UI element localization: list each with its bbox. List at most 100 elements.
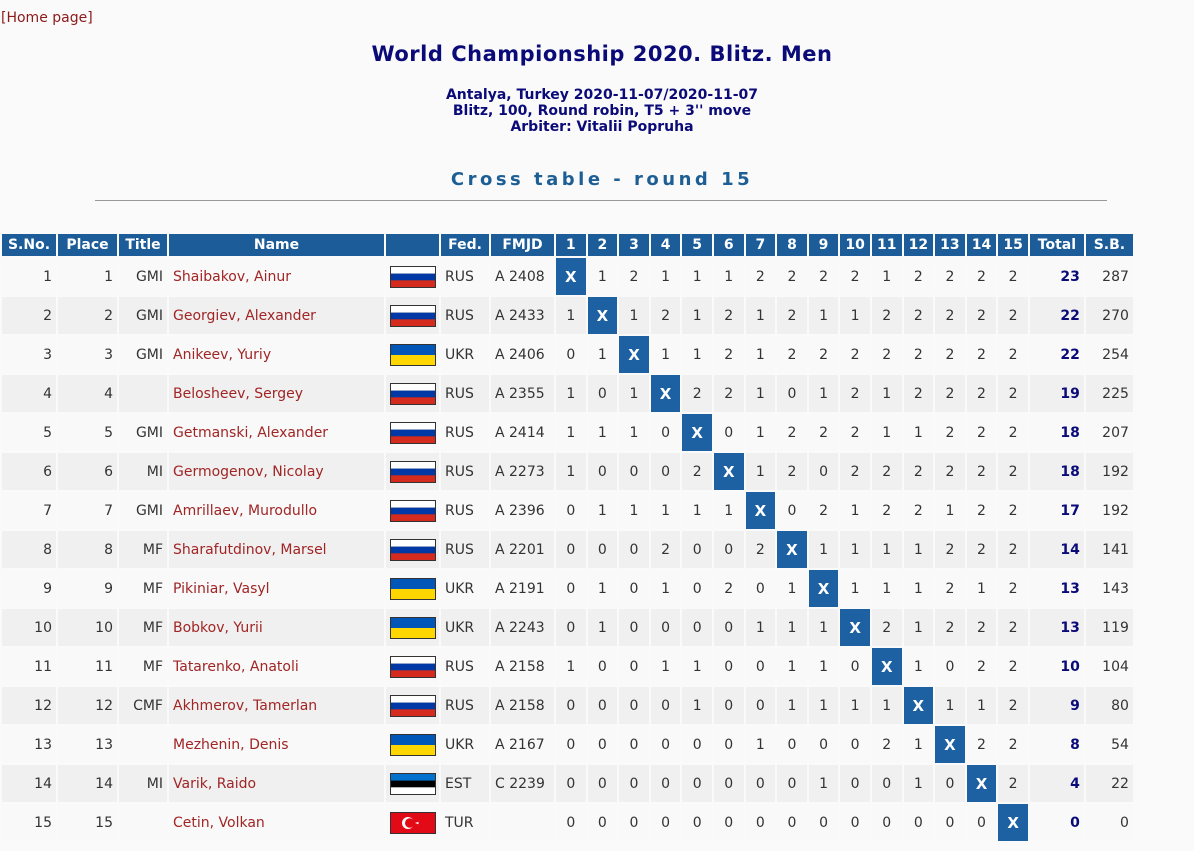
player-row: 11 11 MF Tatarenko, Anatoli RUS A 2158 1 0 0 1 1 0 0… — [2, 648, 1133, 685]
result: 0 — [903, 804, 934, 841]
fmjd: A 2243 — [491, 609, 554, 646]
home-link[interactable]: [Home page] — [1, 10, 93, 26]
result: 2 — [966, 492, 997, 529]
result: 0 — [556, 687, 586, 724]
fmjd: A 2158 — [491, 648, 554, 685]
title: GMI — [119, 258, 167, 295]
result: 2 — [935, 609, 965, 646]
result: 2 — [935, 531, 965, 568]
result: 0 — [556, 804, 586, 841]
result: 2 — [903, 492, 934, 529]
result: 0 — [587, 648, 618, 685]
result: 0 — [713, 726, 744, 763]
fed: RUS — [441, 375, 489, 412]
result: 0 — [713, 804, 744, 841]
result: 1 — [903, 570, 934, 607]
result: 2 — [871, 726, 902, 763]
result: 1 — [682, 297, 712, 334]
sb: 143 — [1085, 570, 1133, 607]
column-header: 8 — [777, 234, 807, 256]
flag-cell — [386, 648, 439, 685]
result: 2 — [966, 453, 997, 490]
result: 2 — [619, 258, 649, 295]
result: 1 — [745, 453, 776, 490]
self-cell: X — [777, 531, 807, 568]
result: 2 — [745, 258, 776, 295]
column-header: 9 — [808, 234, 839, 256]
result: 0 — [808, 726, 839, 763]
total: 18 — [1029, 414, 1084, 451]
result: 2 — [840, 336, 870, 373]
fmjd: A 2406 — [491, 336, 554, 373]
column-header: Title — [119, 234, 167, 256]
result: 1 — [650, 570, 681, 607]
result: 1 — [556, 414, 586, 451]
self-cell: X — [619, 336, 649, 373]
result: 2 — [903, 336, 934, 373]
place: 11 — [58, 648, 117, 685]
sno: 2 — [2, 297, 56, 334]
fmjd: A 2201 — [491, 531, 554, 568]
total: 18 — [1029, 453, 1084, 490]
flag-cell — [386, 687, 439, 724]
result: 1 — [777, 609, 807, 646]
column-header: 2 — [587, 234, 618, 256]
result: 0 — [619, 804, 649, 841]
name: Amrillaev, Murodullo — [169, 492, 384, 529]
player-row: 1 1 GMI Shaibakov, Ainur RUS A 2408 X 1 2 1 1 1 2 2 2 2… — [2, 258, 1133, 295]
result: 1 — [650, 258, 681, 295]
result: 1 — [587, 609, 618, 646]
result: 1 — [871, 687, 902, 724]
result: 1 — [745, 297, 776, 334]
flag — [389, 694, 436, 717]
column-header: 15 — [998, 234, 1028, 256]
flag-cell — [386, 336, 439, 373]
sb: 104 — [1085, 648, 1133, 685]
result: 0 — [587, 453, 618, 490]
name: Anikeev, Yuriy — [169, 336, 384, 373]
result: 2 — [808, 414, 839, 451]
result: 0 — [808, 453, 839, 490]
result: 2 — [998, 453, 1028, 490]
player-row: 5 5 GMI Getmanski, Alexander RUS A 2414 1 1 1 0 X 0… — [2, 414, 1133, 451]
flag — [389, 538, 436, 561]
column-header: Fed. — [441, 234, 489, 256]
result: 2 — [871, 492, 902, 529]
result: 1 — [777, 570, 807, 607]
result: 1 — [556, 453, 586, 490]
player-row: 10 10 MF Bobkov, Yurii UKR A 2243 0 1 0 0 0 0 1 1 1 X 2 1… — [2, 609, 1133, 646]
fed: EST — [441, 765, 489, 802]
result: 0 — [556, 336, 586, 373]
result: 2 — [966, 648, 997, 685]
result: 2 — [998, 531, 1028, 568]
player-row: 15 15 Cetin, Volkan TUR 0 0 0 0 0 0 0 0 0 0 0 0 0 0 X 0 0 — [2, 804, 1133, 841]
fed: TUR — [441, 804, 489, 841]
result: 2 — [966, 297, 997, 334]
self-cell: X — [966, 765, 997, 802]
result: 0 — [650, 453, 681, 490]
result: 2 — [871, 453, 902, 490]
result: 1 — [808, 648, 839, 685]
flag — [389, 772, 436, 795]
fed: UKR — [441, 336, 489, 373]
result: 1 — [903, 726, 934, 763]
event-info: Antalya, Turkey 2020-11-07/2020-11-07 Bli… — [0, 87, 1194, 135]
flag — [389, 499, 436, 522]
column-header: 12 — [903, 234, 934, 256]
place: 9 — [58, 570, 117, 607]
name: Cetin, Volkan — [169, 804, 384, 841]
flag — [389, 655, 436, 678]
result: 2 — [871, 336, 902, 373]
fed: RUS — [441, 531, 489, 568]
name: Shaibakov, Ainur — [169, 258, 384, 295]
sno: 13 — [2, 726, 56, 763]
result: 2 — [966, 336, 997, 373]
title: MF — [119, 531, 167, 568]
fmjd: A 2408 — [491, 258, 554, 295]
result: 2 — [777, 258, 807, 295]
column-header: Name — [169, 234, 384, 256]
result: 0 — [777, 375, 807, 412]
result: 1 — [840, 570, 870, 607]
result: 1 — [556, 375, 586, 412]
result: 2 — [935, 570, 965, 607]
